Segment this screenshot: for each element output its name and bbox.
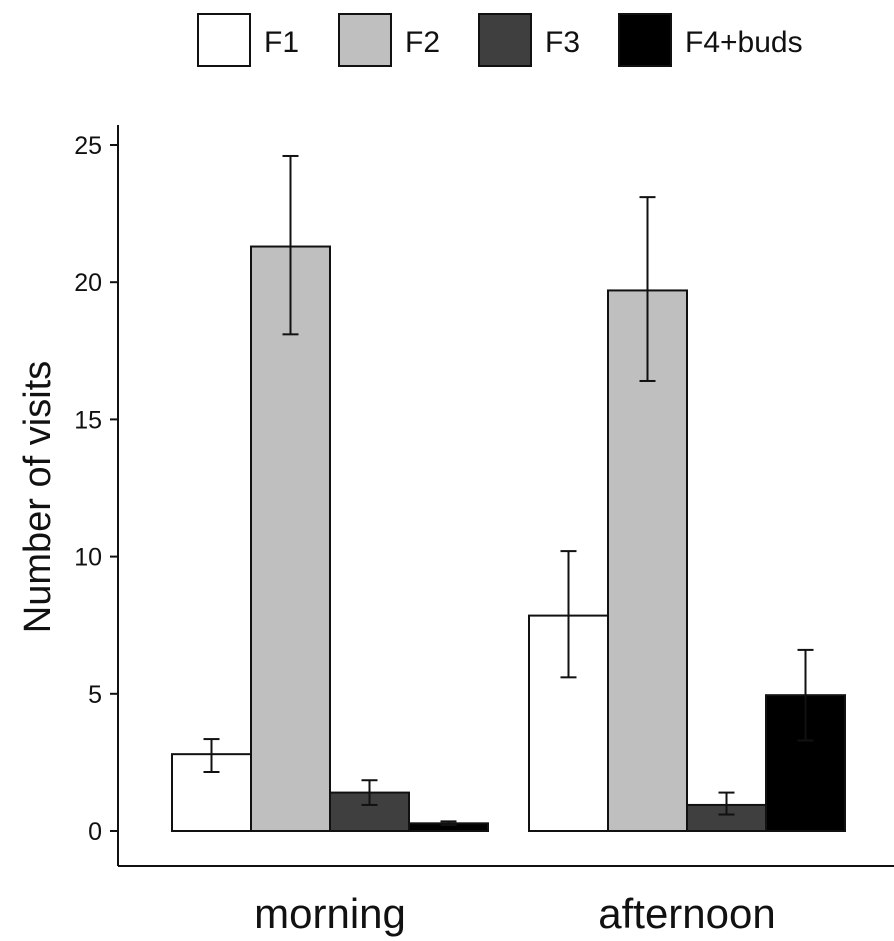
error-bar-f1-afternoon bbox=[560, 550, 577, 679]
error-bar-f1-morning bbox=[203, 738, 220, 774]
legend-label: F1 bbox=[264, 26, 299, 59]
y-tick-label: 10 bbox=[74, 544, 102, 572]
category-labels: morning afternoon bbox=[254, 890, 776, 937]
y-tick-label: 15 bbox=[74, 406, 102, 434]
legend-label: F3 bbox=[545, 26, 580, 59]
y-tick-label: 25 bbox=[74, 132, 102, 160]
bars bbox=[171, 245, 846, 833]
error-bar-f3-morning bbox=[361, 779, 378, 806]
error-bar-f2-morning bbox=[282, 154, 299, 336]
legend-swatch bbox=[618, 13, 672, 67]
legend-item-f3: F3 bbox=[478, 13, 580, 67]
legend-swatch bbox=[338, 13, 392, 67]
legend-item-f4-buds: F4+buds bbox=[618, 13, 803, 67]
y-axis: 0 5 10 15 20 25 bbox=[74, 125, 119, 866]
legend: F1 F2 F3 F4+buds bbox=[197, 13, 803, 67]
error-bar-f4-buds-morning bbox=[440, 820, 457, 826]
x-tick-label-afternoon: afternoon bbox=[598, 890, 775, 937]
legend-swatch bbox=[478, 13, 532, 67]
y-tick-label: 5 bbox=[88, 681, 102, 709]
x-tick-label-morning: morning bbox=[254, 890, 406, 937]
error-bar-f4-buds-afternoon bbox=[797, 648, 814, 742]
y-tick-label: 20 bbox=[74, 269, 102, 297]
y-axis-title: Number of visits bbox=[17, 361, 59, 633]
legend-item-f2: F2 bbox=[338, 13, 440, 67]
bar-f2-morning bbox=[250, 245, 331, 832]
error-bar-f2-afternoon bbox=[639, 196, 656, 382]
legend-label: F4+buds bbox=[685, 26, 803, 59]
y-tick-label: 0 bbox=[88, 818, 102, 846]
legend-label: F2 bbox=[405, 26, 440, 59]
error-bar-f3-afternoon bbox=[718, 791, 735, 816]
legend-swatch bbox=[197, 13, 251, 67]
error-bars bbox=[203, 154, 814, 826]
legend-item-f1: F1 bbox=[197, 13, 299, 67]
